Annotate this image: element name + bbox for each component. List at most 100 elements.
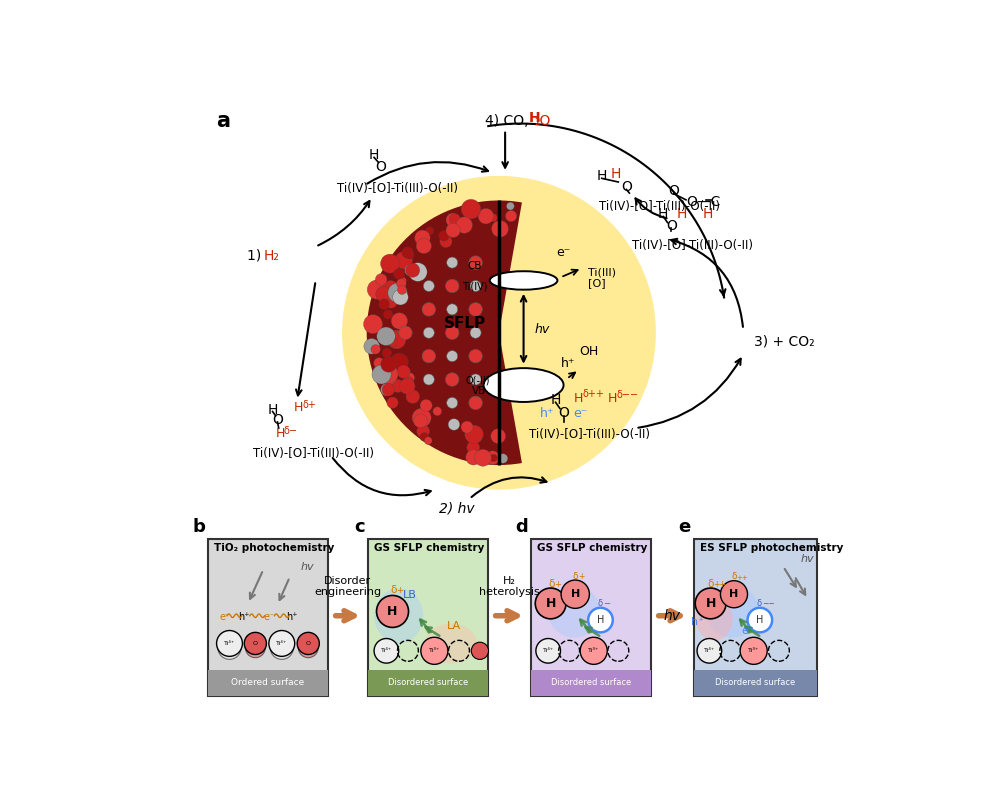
Text: H: H	[571, 589, 580, 599]
Circle shape	[748, 608, 772, 632]
Text: −−: −−	[762, 598, 775, 608]
Circle shape	[466, 450, 481, 465]
Circle shape	[383, 310, 393, 319]
Text: δ: δ	[757, 598, 762, 608]
Circle shape	[397, 365, 410, 378]
Circle shape	[217, 630, 242, 656]
Text: H: H	[529, 111, 541, 125]
Circle shape	[697, 638, 722, 663]
Text: H: H	[597, 615, 604, 625]
Circle shape	[409, 263, 427, 281]
Circle shape	[469, 303, 482, 316]
Circle shape	[469, 256, 482, 269]
Text: e⁻: e⁻	[264, 612, 275, 622]
Text: h⁺: h⁺	[286, 612, 298, 622]
Circle shape	[383, 280, 398, 295]
Text: Ti(IV)-[O]-Ti(III)-O(-II): Ti(IV)-[O]-Ti(III)-O(-II)	[599, 201, 720, 213]
Circle shape	[391, 312, 408, 329]
Text: δ: δ	[391, 586, 397, 595]
Ellipse shape	[374, 588, 423, 643]
Circle shape	[298, 638, 318, 658]
Circle shape	[414, 414, 427, 427]
Circle shape	[393, 289, 408, 305]
Text: Disordered surface: Disordered surface	[551, 678, 631, 687]
Bar	[531, 670, 651, 696]
Circle shape	[474, 449, 491, 467]
Circle shape	[420, 432, 429, 441]
Text: e⁻: e⁻	[556, 246, 571, 259]
Circle shape	[420, 400, 432, 411]
Text: H: H	[294, 400, 303, 414]
Text: O: O	[621, 180, 632, 194]
Ellipse shape	[484, 368, 564, 402]
Text: ++: ++	[736, 574, 748, 581]
Text: 2) hv: 2) hv	[439, 502, 474, 516]
Ellipse shape	[696, 598, 733, 640]
Circle shape	[399, 379, 415, 394]
Text: H: H	[608, 392, 617, 405]
Circle shape	[471, 642, 489, 659]
Circle shape	[424, 437, 432, 444]
Bar	[208, 670, 328, 696]
Circle shape	[447, 397, 458, 408]
Text: c: c	[354, 518, 365, 536]
Text: δ: δ	[573, 571, 578, 581]
Text: Ti³⁺: Ti³⁺	[588, 648, 599, 654]
Text: +: +	[554, 580, 561, 589]
Circle shape	[423, 328, 434, 338]
Circle shape	[297, 632, 319, 654]
Circle shape	[740, 638, 767, 664]
Circle shape	[381, 356, 396, 372]
Circle shape	[433, 407, 442, 415]
Text: Disordered surface: Disordered surface	[388, 678, 468, 687]
Text: O: O	[306, 641, 311, 646]
Circle shape	[385, 332, 394, 342]
Circle shape	[536, 638, 560, 663]
Circle shape	[461, 199, 481, 219]
Text: OH: OH	[579, 344, 598, 358]
Text: H: H	[276, 427, 285, 439]
Circle shape	[421, 638, 448, 664]
Circle shape	[396, 279, 406, 288]
Circle shape	[470, 374, 481, 385]
Text: TiO₂ photochemistry: TiO₂ photochemistry	[214, 543, 334, 553]
Circle shape	[445, 279, 459, 292]
Circle shape	[447, 351, 458, 362]
Circle shape	[720, 581, 748, 608]
Bar	[368, 539, 488, 696]
Circle shape	[386, 331, 396, 340]
Circle shape	[423, 374, 434, 385]
Circle shape	[426, 227, 434, 235]
Text: hv: hv	[300, 562, 314, 571]
Text: H: H	[267, 403, 278, 416]
Wedge shape	[367, 201, 522, 465]
Text: O: O	[375, 161, 386, 174]
Circle shape	[449, 213, 460, 225]
Circle shape	[399, 326, 412, 340]
Text: e: e	[679, 518, 691, 536]
Text: +: +	[578, 571, 585, 581]
Circle shape	[402, 247, 413, 258]
Bar	[531, 539, 651, 696]
Circle shape	[218, 636, 241, 659]
Text: H: H	[387, 605, 398, 618]
Text: O(-II): O(-II)	[465, 375, 490, 385]
Circle shape	[448, 419, 460, 430]
Text: CB: CB	[467, 261, 482, 271]
Text: δ−−: δ−−	[616, 390, 639, 400]
Text: GS SFLP chemistry: GS SFLP chemistry	[374, 543, 484, 553]
Circle shape	[244, 632, 266, 654]
Circle shape	[379, 299, 389, 309]
Ellipse shape	[425, 623, 477, 663]
Text: δ−: δ−	[284, 426, 298, 435]
Circle shape	[269, 630, 295, 656]
Text: LB: LB	[403, 590, 417, 600]
Text: ₂O: ₂O	[535, 114, 551, 129]
Circle shape	[270, 636, 293, 659]
Text: Ti⁴⁺: Ti⁴⁺	[381, 648, 392, 654]
Circle shape	[394, 268, 405, 280]
Text: H: H	[545, 597, 556, 610]
Text: −: −	[603, 598, 610, 608]
Circle shape	[385, 296, 397, 308]
Circle shape	[406, 263, 420, 277]
